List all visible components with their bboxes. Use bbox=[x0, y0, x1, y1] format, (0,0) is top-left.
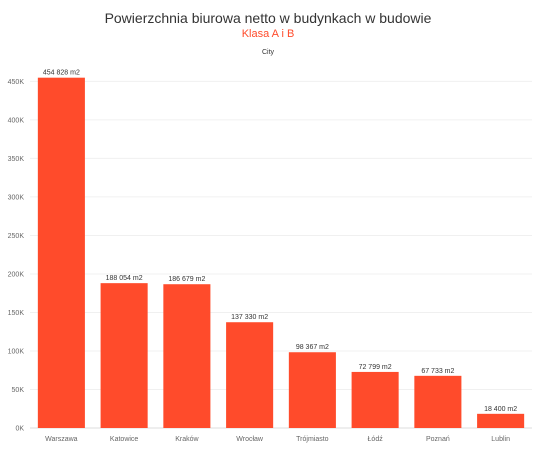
data-label: 186 679 m2 bbox=[168, 276, 205, 283]
data-label: 98 367 m2 bbox=[296, 344, 329, 351]
category-label: Trójmiasto bbox=[296, 436, 329, 443]
data-label: 67 733 m2 bbox=[421, 368, 454, 375]
category-label: Wrocław bbox=[236, 436, 264, 443]
x-axis-title: City bbox=[261, 49, 275, 56]
data-label: 18 400 m2 bbox=[484, 406, 517, 413]
y-tick-label: 200K bbox=[8, 271, 25, 278]
bar[interactable] bbox=[288, 352, 336, 428]
category-label: Poznań bbox=[426, 436, 450, 443]
data-label: 454 828 m2 bbox=[43, 70, 80, 77]
bar[interactable] bbox=[226, 322, 274, 428]
category-labels: Warszawa Katowice Kraków Wrocław Trójmiasto Ł… bbox=[45, 436, 510, 443]
y-tick-label: 450K bbox=[8, 79, 25, 86]
y-tick-label: 50K bbox=[12, 387, 25, 394]
bar[interactable] bbox=[414, 375, 462, 428]
bar[interactable] bbox=[477, 413, 525, 428]
bar[interactable] bbox=[100, 283, 148, 428]
y-tick-label: 150K bbox=[8, 310, 25, 317]
category-label: Lublin bbox=[491, 436, 510, 443]
category-label: Warszawa bbox=[45, 436, 78, 443]
category-label: Łódź bbox=[368, 436, 384, 443]
chart-subtitle: Klasa A i B bbox=[241, 28, 295, 40]
category-label: Katowice bbox=[110, 436, 139, 443]
bars bbox=[37, 77, 525, 428]
y-axis-ticks: 0K 50K 100K 150K 200K 250K 300K 350K 400K 450K bbox=[8, 79, 25, 433]
bar[interactable] bbox=[163, 284, 211, 428]
data-label: 72 799 m2 bbox=[359, 364, 392, 371]
data-labels: 454 828 m2 188 054 m2 186 679 m2 137 330 m2… bbox=[43, 70, 517, 413]
y-tick-label: 300K bbox=[8, 194, 25, 201]
bar[interactable] bbox=[351, 371, 399, 428]
y-tick-label: 250K bbox=[8, 233, 25, 240]
y-tick-label: 0K bbox=[15, 426, 24, 433]
y-tick-label: 350K bbox=[8, 156, 25, 163]
bar[interactable] bbox=[37, 77, 85, 428]
y-tick-label: 100K bbox=[8, 348, 25, 355]
category-label: Kraków bbox=[175, 436, 199, 443]
y-tick-label: 400K bbox=[8, 117, 25, 124]
data-label: 137 330 m2 bbox=[231, 314, 268, 321]
chart-title: Powierzchnia biurowa netto w budynkach w… bbox=[104, 10, 432, 26]
data-label: 188 054 m2 bbox=[106, 275, 143, 282]
